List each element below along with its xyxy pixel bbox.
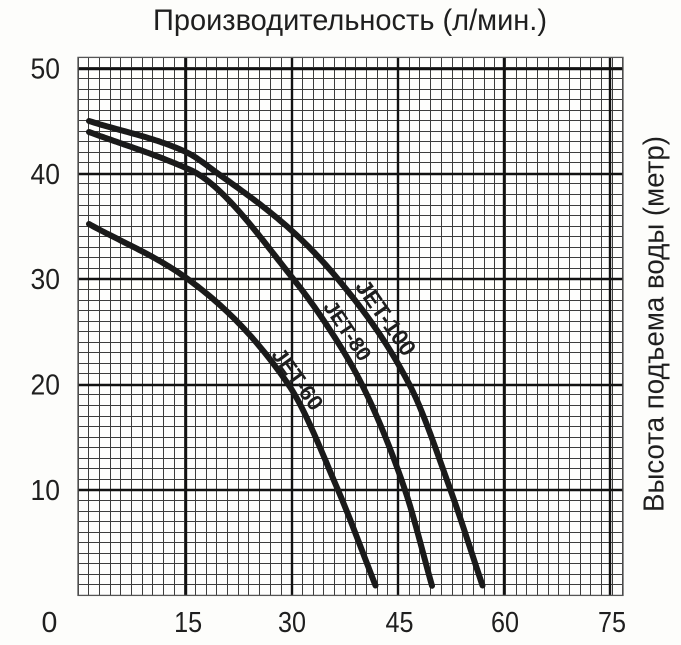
svg-text:50: 50	[31, 54, 61, 86]
svg-text:0: 0	[41, 607, 57, 639]
svg-text:40: 40	[31, 159, 61, 191]
svg-text:60: 60	[491, 607, 519, 639]
svg-text:Высота подъема воды (метр): Высота подъема воды (метр)	[639, 136, 671, 512]
svg-text:75: 75	[598, 607, 626, 639]
svg-text:45: 45	[386, 607, 414, 639]
svg-text:30: 30	[278, 607, 306, 639]
svg-text:10: 10	[31, 475, 61, 507]
svg-text:15: 15	[174, 607, 202, 639]
svg-text:Производительность (л/мин.): Производительность (л/мин.)	[153, 4, 547, 37]
svg-text:30: 30	[31, 264, 61, 296]
svg-text:20: 20	[31, 370, 61, 402]
